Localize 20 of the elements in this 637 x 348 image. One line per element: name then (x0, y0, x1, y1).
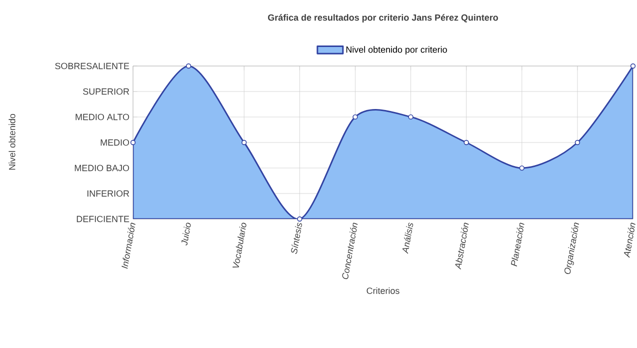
text: MEDIO ALTO (76, 114, 130, 120)
x-tick-label: Abstracción (455, 222, 469, 270)
x-tick-label: Análisis (402, 222, 414, 254)
text: INFERIOR (87, 190, 130, 197)
x-tick-label: Síntesis (291, 222, 302, 254)
chart-title: Gráfica de resultados por criterio Jans Pérez Quintero (268, 14, 498, 22)
text: MEDIO BAJO (74, 164, 130, 172)
text: MEDIO (100, 139, 130, 146)
legend-label: Nivel obtenido por criterio (346, 46, 447, 55)
x-tick-label: Atención (624, 222, 636, 258)
x-tick-label: Organización (564, 222, 579, 274)
text: SOBRESALIENTE (55, 62, 130, 70)
x-tick-label: Información (122, 222, 136, 269)
text: DEFICIENTE (76, 216, 130, 222)
text: SUPERIOR (83, 88, 130, 95)
x-tick-label: Vocabulario (232, 222, 246, 268)
x-tick-label: Planeación (510, 222, 524, 266)
x-axis-title: Criterios (366, 287, 400, 294)
x-tick-label: Juicio (181, 222, 191, 246)
text: Nivel obtenido (8, 114, 16, 170)
